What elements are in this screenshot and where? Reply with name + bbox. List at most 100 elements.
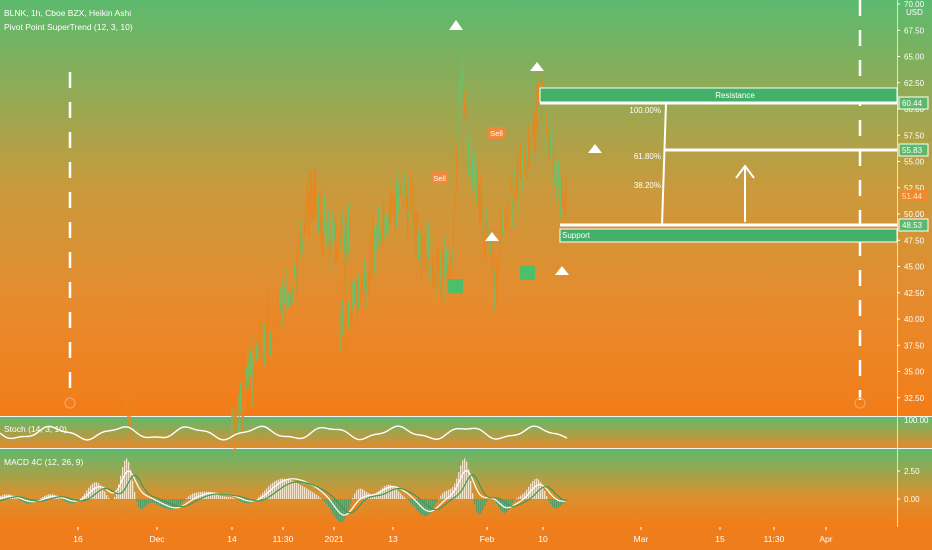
price-tick-label: 42.50 — [904, 289, 925, 298]
macd-bar — [84, 493, 86, 499]
pivot-triangle-marker[interactable] — [555, 266, 569, 275]
macd-bar — [304, 487, 306, 499]
buy-signal-box[interactable] — [448, 279, 463, 293]
buy-signal-box[interactable] — [520, 266, 535, 280]
macd-axis-tick: 2.50 — [904, 467, 920, 476]
macd-bar — [300, 485, 302, 499]
macd-title[interactable]: MACD 4C (12, 26, 9) — [4, 457, 84, 467]
up-arrow-head[interactable] — [735, 164, 755, 179]
stoch-pane-background — [0, 417, 932, 448]
macd-bar — [412, 499, 414, 505]
macd-bar — [414, 499, 416, 508]
macd-bar — [36, 499, 38, 501]
macd-bar — [352, 498, 354, 499]
price-tick-label: 35.00 — [904, 368, 925, 377]
price-tick-label: 57.50 — [904, 131, 925, 140]
pivot-triangle-marker[interactable] — [485, 232, 499, 241]
macd-bar — [468, 469, 470, 499]
macd-bar — [384, 486, 386, 499]
time-tick-label: Apr — [819, 534, 832, 544]
macd-bar — [134, 492, 136, 499]
macd-bar — [140, 499, 142, 510]
price-tick-label: 52.50 — [904, 184, 925, 193]
macd-bar — [382, 487, 384, 499]
macd-bar — [256, 499, 258, 500]
macd-bar — [142, 499, 144, 509]
macd-bar — [462, 460, 464, 499]
macd-bar — [398, 491, 400, 499]
macd-bar — [58, 497, 60, 499]
macd-bar — [504, 499, 506, 514]
session-marker[interactable] — [854, 397, 866, 409]
macd-bar — [566, 499, 568, 501]
support-box[interactable] — [559, 228, 898, 243]
macd-bar — [60, 498, 62, 499]
macd-bar — [362, 489, 364, 499]
macd-bar — [322, 499, 324, 500]
macd-bar — [512, 499, 514, 503]
price-tick-label: 55.00 — [904, 158, 925, 167]
price-tick-label: 40.00 — [904, 315, 925, 324]
stoch-title[interactable]: Stoch (14, 3, 10) — [4, 424, 67, 434]
macd-bar — [308, 489, 310, 499]
macd-bar — [214, 493, 216, 499]
macd-bar — [122, 467, 124, 499]
chart-symbol-title[interactable]: BLNK, 1h, Cboe BZX, Heikin Ashi — [4, 8, 131, 18]
macd-bar — [426, 499, 428, 516]
macd-bar — [272, 482, 274, 499]
macd-bar — [106, 495, 108, 499]
macd-bar — [216, 494, 218, 499]
support-label: Support — [562, 231, 591, 240]
macd-bar — [204, 491, 206, 499]
sell-signal-badge[interactable] — [431, 172, 448, 184]
macd-bar — [406, 499, 408, 500]
resistance-price-badge — [898, 96, 929, 110]
macd-bar — [284, 478, 286, 499]
macd-bar — [556, 499, 558, 509]
macd-bar — [188, 496, 190, 499]
macd-bar — [180, 499, 182, 505]
macd-bar — [278, 479, 280, 499]
macd-bar — [82, 496, 84, 499]
session-marker[interactable] — [64, 397, 76, 409]
macd-bar — [356, 490, 358, 499]
time-axis[interactable]: 16 Dec 14 11:30 2021 13 Feb 10 Mar 15 11:30 Apr — [73, 527, 833, 544]
macd-bar — [430, 499, 432, 513]
macd-bar — [80, 498, 82, 499]
price-tick-label: 37.50 — [904, 341, 925, 350]
macd-bar — [314, 493, 316, 499]
macd-bar — [506, 499, 508, 512]
macd-bar — [2, 495, 4, 499]
macd-bar — [120, 475, 122, 499]
macd-bar — [260, 495, 262, 499]
macd-bar — [392, 485, 394, 499]
macd-bar — [198, 492, 200, 499]
fib-100-label: 100.00% — [629, 106, 661, 115]
macd-bar — [456, 478, 458, 499]
macd-bar — [192, 493, 194, 499]
macd-bar — [476, 499, 478, 512]
pivot-triangle-marker[interactable] — [449, 20, 463, 30]
fib-connector-line[interactable] — [661, 102, 667, 226]
sell-signal-badge[interactable] — [488, 127, 505, 139]
macd-bar — [440, 495, 442, 499]
macd-bar — [324, 499, 326, 502]
macd-bar — [396, 489, 398, 499]
macd-bar — [110, 499, 112, 500]
time-tick-label: 16 — [73, 534, 83, 544]
stoch-line — [0, 425, 568, 441]
indicator-title[interactable]: Pivot Point SuperTrend (12, 3, 10) — [4, 22, 133, 32]
pivot-triangle-marker[interactable] — [588, 144, 602, 153]
macd-bar — [348, 499, 350, 510]
macd-bar — [320, 498, 322, 499]
price-tick-label: 50.00 — [904, 210, 925, 219]
macd-bar — [0, 495, 2, 499]
macd-line — [0, 469, 567, 516]
macd-bar — [470, 480, 472, 499]
macd-bar — [230, 497, 232, 499]
macd-bar — [236, 499, 238, 500]
pivot-triangle-marker[interactable] — [530, 62, 544, 71]
sell-signal-label: Sell — [490, 129, 503, 138]
macd-bar — [492, 498, 494, 500]
